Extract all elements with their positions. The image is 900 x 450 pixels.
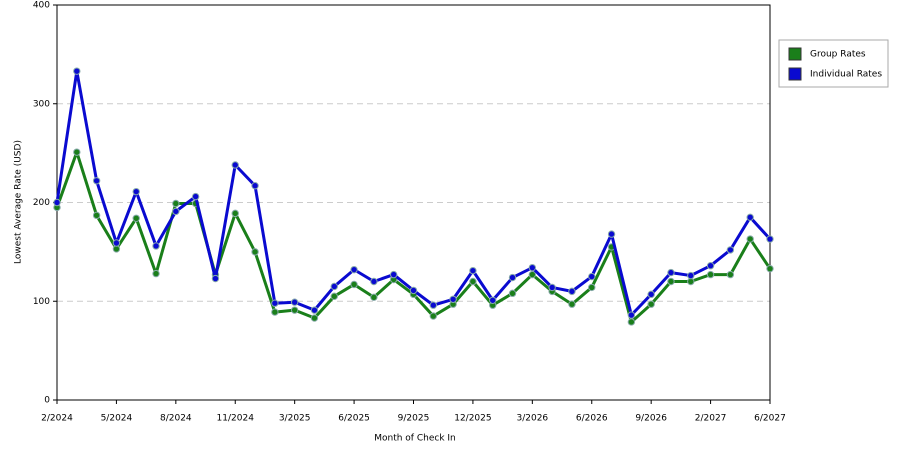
data-point bbox=[73, 67, 81, 75]
data-point bbox=[330, 282, 338, 291]
data-point bbox=[271, 299, 279, 307]
data-point bbox=[627, 311, 636, 319]
x-tick-label: 11/2024 bbox=[217, 414, 255, 424]
data-point bbox=[389, 270, 398, 279]
data-point bbox=[409, 286, 418, 295]
data-point bbox=[350, 280, 358, 289]
data-point bbox=[271, 308, 279, 316]
data-point bbox=[172, 207, 180, 216]
data-point bbox=[588, 272, 596, 281]
y-tick-label: 200 bbox=[33, 198, 50, 208]
data-point bbox=[528, 270, 537, 279]
data-point bbox=[766, 264, 774, 273]
legend-label: Group Rates bbox=[810, 50, 866, 60]
data-point bbox=[429, 312, 438, 320]
data-point bbox=[231, 161, 239, 169]
x-tick-label: 6/2025 bbox=[338, 414, 370, 424]
data-point bbox=[290, 298, 299, 306]
data-point bbox=[647, 290, 655, 299]
x-tick-label: 6/2027 bbox=[754, 414, 786, 424]
data-point bbox=[310, 306, 319, 314]
y-tick-label: 100 bbox=[33, 297, 50, 307]
data-point bbox=[706, 270, 715, 279]
x-tick-label: 3/2026 bbox=[516, 414, 548, 424]
x-tick-label: 2/2024 bbox=[41, 414, 73, 424]
data-point bbox=[290, 306, 299, 314]
x-tick-label: 2/2027 bbox=[695, 414, 727, 424]
data-point bbox=[548, 283, 556, 292]
data-point bbox=[370, 277, 378, 286]
data-point bbox=[53, 198, 61, 207]
data-point bbox=[607, 230, 616, 238]
data-point bbox=[667, 277, 675, 286]
data-point bbox=[231, 209, 239, 218]
data-point bbox=[667, 268, 675, 277]
data-point bbox=[469, 266, 477, 275]
data-point bbox=[568, 300, 576, 308]
data-point bbox=[92, 177, 101, 185]
x-tick-label: 8/2024 bbox=[160, 414, 192, 424]
data-point bbox=[73, 148, 81, 156]
data-point bbox=[528, 263, 537, 272]
data-point bbox=[588, 283, 596, 292]
data-point bbox=[449, 295, 457, 303]
data-point bbox=[568, 287, 576, 296]
x-tick-label: 5/2024 bbox=[101, 414, 133, 424]
data-point bbox=[152, 242, 160, 250]
data-point bbox=[251, 182, 259, 190]
legend-swatch bbox=[788, 67, 802, 81]
data-point bbox=[627, 318, 636, 326]
data-point bbox=[706, 262, 715, 270]
data-point bbox=[132, 214, 140, 223]
y-tick-label: 400 bbox=[33, 1, 50, 11]
data-point bbox=[191, 192, 200, 201]
data-point bbox=[726, 246, 735, 254]
data-point bbox=[172, 199, 180, 208]
data-point bbox=[746, 213, 754, 222]
legend-swatch bbox=[788, 47, 802, 61]
data-point bbox=[508, 273, 517, 282]
x-tick-label: 3/2025 bbox=[279, 414, 311, 424]
data-point bbox=[330, 292, 338, 301]
data-point bbox=[469, 277, 477, 286]
legend-label: Individual Rates bbox=[810, 70, 882, 80]
x-axis-title: Month of Check In bbox=[374, 434, 456, 444]
data-point bbox=[766, 235, 774, 243]
data-point bbox=[112, 239, 121, 247]
data-point bbox=[310, 314, 319, 322]
data-point bbox=[647, 300, 655, 308]
data-point bbox=[251, 248, 259, 256]
data-point bbox=[350, 265, 358, 274]
y-tick-label: 300 bbox=[33, 99, 50, 109]
y-tick-label: 0 bbox=[44, 396, 50, 406]
data-point bbox=[132, 187, 140, 196]
y-axis-title: Lowest Average Rate (USD) bbox=[14, 140, 24, 264]
x-tick-label: 6/2026 bbox=[576, 414, 608, 424]
data-point bbox=[211, 274, 220, 283]
x-tick-label: 9/2026 bbox=[635, 414, 667, 424]
data-point bbox=[746, 235, 754, 243]
data-point bbox=[429, 301, 438, 309]
plot-frame bbox=[56, 4, 771, 401]
data-point bbox=[370, 293, 378, 301]
data-point bbox=[489, 296, 497, 304]
data-point bbox=[726, 270, 735, 279]
data-point bbox=[687, 271, 695, 280]
x-tick-label: 9/2025 bbox=[398, 414, 430, 424]
data-point bbox=[152, 269, 160, 278]
data-point bbox=[508, 289, 517, 298]
data-point bbox=[92, 211, 101, 220]
x-tick-label: 12/2025 bbox=[454, 414, 491, 424]
series-line bbox=[55, 69, 772, 317]
